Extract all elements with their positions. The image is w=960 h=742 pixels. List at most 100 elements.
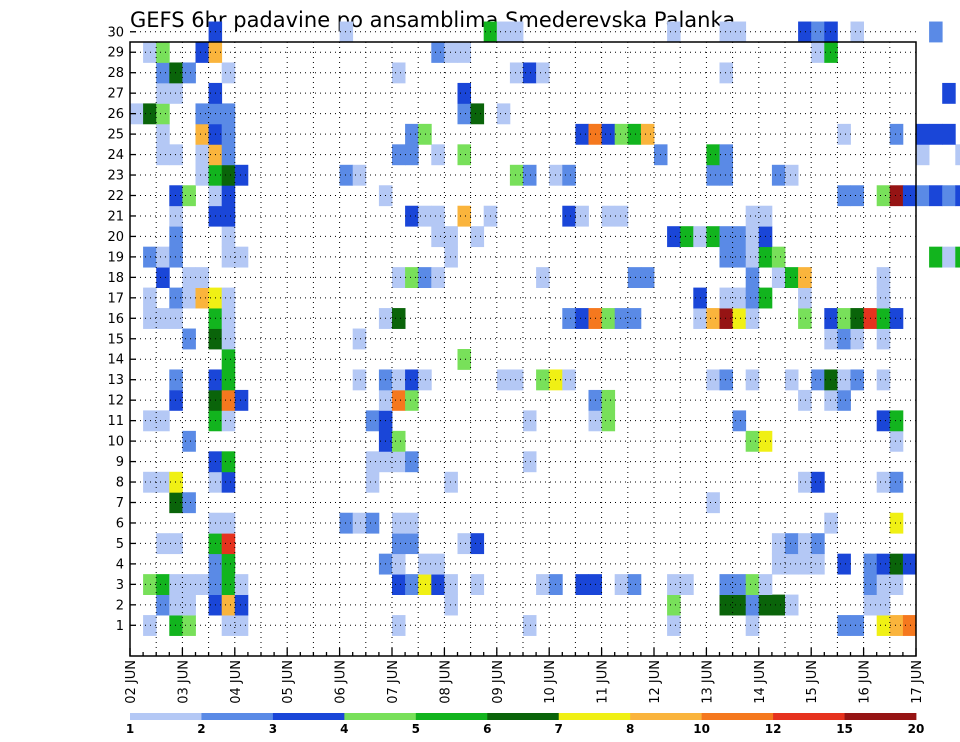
heatmap-cell: [221, 185, 236, 207]
heatmap-cell: [811, 42, 825, 63]
heatmap-cell: [221, 164, 236, 186]
heatmap-cell: [785, 267, 799, 288]
y-tick-label: 9: [116, 455, 124, 470]
heatmap-cell: [850, 308, 864, 329]
heatmap-cell: [614, 205, 629, 227]
colorbar-swatch: [487, 713, 560, 720]
heatmap-cell: [365, 451, 380, 473]
heatmap-cell: [143, 471, 157, 493]
y-tick-label: 28: [107, 66, 124, 81]
heatmap-cell: [837, 185, 851, 207]
heatmap-cell: [418, 123, 432, 145]
heatmap-cell: [745, 574, 760, 595]
heatmap-cell: [470, 574, 485, 595]
heatmap-cell: [719, 287, 733, 309]
heatmap-cell: [876, 369, 891, 391]
heatmap-cell: [575, 308, 589, 329]
heatmap-cell: [837, 389, 851, 411]
heatmap-cell: [719, 62, 733, 84]
heatmap-cell: [837, 369, 851, 391]
y-tick-label: 12: [107, 394, 124, 409]
heatmap-cell: [169, 287, 183, 309]
heatmap-cell: [169, 62, 183, 84]
y-tick-label: 1: [116, 619, 124, 634]
heatmap-cell: [719, 369, 733, 391]
heatmap-cell: [824, 369, 838, 391]
heatmap-cell: [444, 594, 458, 616]
heatmap-cell: [798, 287, 812, 309]
heatmap-cell: [169, 492, 183, 514]
x-tick-label: 02 JUN: [124, 660, 139, 704]
heatmap-cell: [156, 62, 170, 84]
heatmap-cell: [169, 533, 183, 555]
heatmap-cell: [745, 308, 760, 329]
heatmap-cell: [182, 430, 196, 452]
heatmap-cell: [785, 553, 799, 575]
heatmap-cell: [771, 246, 786, 268]
heatmap-cell: [916, 123, 930, 145]
heatmap-cell: [169, 82, 183, 104]
heatmap-cell: [889, 123, 904, 145]
heatmap-cell: [444, 226, 458, 248]
heatmap-cell: [470, 533, 485, 555]
heatmap-cell: [889, 553, 904, 575]
heatmap-cell: [156, 471, 170, 493]
heatmap-cell: [732, 594, 747, 616]
heatmap-cell: [811, 471, 825, 493]
heatmap-cell: [195, 267, 209, 288]
heatmap-cell: [156, 574, 170, 595]
heatmap-cell: [902, 615, 917, 636]
heatmap-cell: [824, 42, 838, 63]
heatmap-cell: [523, 62, 537, 84]
heatmap-cell: [876, 308, 891, 329]
heatmap-cell: [221, 205, 236, 227]
y-tick-label: 13: [107, 373, 124, 388]
heatmap-cell: [837, 615, 851, 636]
heatmap-cell: [771, 553, 786, 575]
heatmap-cell: [195, 574, 209, 595]
heatmap-cell: [221, 533, 236, 555]
heatmap-cell: [798, 533, 812, 555]
heatmap-cell: [798, 267, 812, 288]
heatmap-cell: [575, 205, 589, 227]
colorbar-swatch: [130, 713, 202, 720]
heatmap-cell: [942, 246, 956, 268]
colorbar-label: 2: [197, 722, 205, 736]
colorbar-swatch: [272, 713, 345, 720]
heatmap-cell: [156, 533, 170, 555]
colorbar-label: 1: [126, 722, 134, 736]
heatmap-cell: [182, 267, 196, 288]
colorbar-label: 12: [765, 722, 782, 736]
y-tick-label: 10: [107, 435, 124, 450]
heatmap-cell: [156, 410, 170, 432]
heatmap-cell: [837, 123, 851, 145]
heatmap-cell: [143, 287, 157, 309]
heatmap-cell: [627, 123, 642, 145]
heatmap-cell: [418, 574, 432, 595]
heatmap-cell: [195, 144, 209, 166]
x-tick-label: 17 JUN: [910, 660, 925, 704]
heatmap-cell: [221, 226, 236, 248]
heatmap-cell: [732, 21, 747, 43]
heatmap-cell: [156, 144, 170, 166]
heatmap-cell: [470, 103, 485, 125]
heatmap-cell: [798, 21, 812, 43]
heatmap-cell: [182, 62, 196, 84]
heatmap-cell: [418, 369, 432, 391]
y-tick-label: 4: [116, 557, 124, 572]
heatmap-cell: [156, 82, 170, 104]
heatmap-cell: [392, 389, 406, 411]
heatmap-cell: [640, 267, 655, 288]
y-tick-label: 8: [116, 476, 124, 491]
heatmap-cell: [405, 451, 419, 473]
heatmap-cell: [352, 328, 367, 350]
colorbar-label: 10: [693, 722, 710, 736]
heatmap-cell: [719, 594, 733, 616]
heatmap-cell: [771, 594, 786, 616]
heatmap-cell: [418, 553, 432, 575]
y-tick-label: 11: [107, 414, 124, 429]
heatmap-cell: [627, 267, 642, 288]
y-tick-label: 19: [107, 250, 124, 265]
heatmap-cell: [431, 42, 445, 63]
